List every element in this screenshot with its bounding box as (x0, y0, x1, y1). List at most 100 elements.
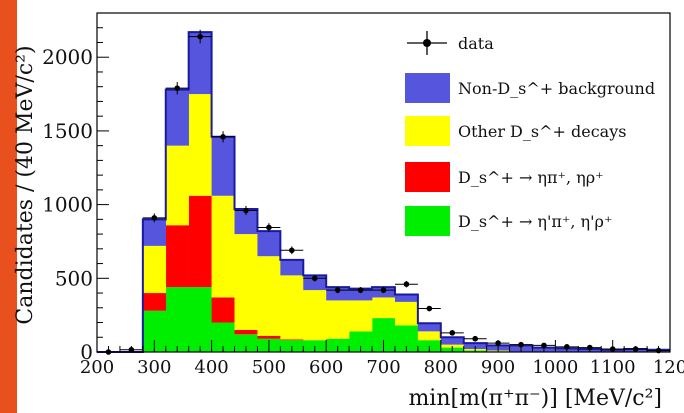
bar-series0-bin2 (142, 310, 167, 352)
data-point-marker (197, 33, 203, 40)
bar-series2-bin11 (349, 300, 373, 332)
legend-marker-point (423, 39, 431, 47)
bar-series3-bin15 (440, 337, 465, 345)
legend-label: data (458, 34, 494, 53)
bar-series0-bin6 (234, 334, 258, 352)
x-tick-label: 800 (424, 357, 458, 378)
bar-series3-bin2 (142, 219, 167, 246)
bar-series1-bin3 (165, 225, 189, 288)
bar-series3-bin9 (303, 275, 327, 291)
data-point-marker (403, 281, 410, 288)
bar-series1-bin8 (280, 339, 304, 341)
data-point-2 (142, 213, 166, 223)
x-tick-label: 200 (80, 357, 114, 378)
bar-series2-bin13 (394, 301, 419, 326)
bar-series0-bin5 (211, 322, 235, 352)
y-tick-label: 500 (55, 266, 93, 290)
bar-series1-bin7 (257, 335, 281, 339)
bar-series2-bin8 (280, 275, 304, 340)
legend-entry-0: data (407, 31, 494, 55)
data-point-marker (426, 305, 433, 312)
bar-series1-bin6 (234, 329, 258, 335)
legend-swatch (405, 206, 450, 236)
legend-label: D_s^+ → η'π⁺, η'ρ⁺ (458, 212, 612, 231)
bar-series3-bin5 (211, 136, 235, 196)
data-point-marker (289, 247, 295, 254)
data-point-8 (280, 246, 304, 255)
bar-series3-bin6 (234, 209, 258, 235)
bar-series3-bin13 (394, 294, 419, 302)
data-point-marker (243, 207, 249, 214)
bar-series2-bin4 (188, 94, 212, 196)
y-axis-label: Candidates / (40 MeV/c²) (13, 45, 38, 324)
legend-label: D_s^+ → ηπ⁺, ηρ⁺ (458, 168, 604, 187)
data-point-4 (188, 29, 212, 44)
legend-entry-3: D_s^+ → ηπ⁺, ηρ⁺ (405, 162, 604, 192)
data-point-14 (417, 305, 441, 312)
bar-series3-bin14 (417, 323, 442, 332)
bar-series0-bin12 (372, 318, 396, 352)
legend-label: Other D_s^+ decays (458, 122, 626, 141)
bar-series2-bin5 (211, 195, 235, 298)
data-point-marker (174, 85, 181, 91)
y-tick-label: 0 (80, 340, 93, 364)
legend-swatch (405, 116, 450, 146)
data-point-marker (266, 224, 272, 231)
stacked-histogram (142, 32, 671, 352)
x-tick-label: 400 (194, 357, 228, 378)
bar-series3-bin8 (280, 259, 304, 276)
data-point-marker (220, 134, 226, 140)
bar-series1-bin2 (142, 293, 167, 311)
data-point-6 (234, 205, 258, 216)
x-axis-label: min[m(π⁺π⁻)] [MeV/c²] (408, 386, 662, 411)
data-point-marker (380, 287, 387, 293)
bar-series2-bin2 (142, 245, 167, 294)
y-tick-label: 1500 (42, 119, 93, 143)
data-point-9 (303, 275, 327, 282)
bar-series0-bin4 (188, 287, 212, 352)
legend-entry-1: Non-D_s^+ background (405, 73, 655, 103)
legend-entry-4: D_s^+ → η'π⁺, η'ρ⁺ (405, 206, 612, 236)
data-point-11 (349, 287, 373, 294)
bar-series3-bin3 (165, 89, 189, 146)
data-point-5 (211, 131, 235, 143)
data-point-marker (541, 342, 547, 349)
bar-series3-bin11 (349, 288, 373, 301)
bar-series1-bin4 (188, 195, 212, 288)
bar-series0-bin11 (349, 331, 373, 352)
x-tick-label: 900 (481, 357, 515, 378)
data-point-16 (463, 335, 487, 342)
data-point-marker (518, 341, 524, 348)
data-point-marker (472, 335, 478, 342)
y-tick-label: 2000 (42, 45, 93, 69)
x-tick-label: 500 (252, 357, 286, 378)
x-tick-label: 120 (653, 357, 684, 378)
bar-series2-bin12 (372, 297, 396, 319)
x-tick-label: 600 (309, 357, 343, 378)
legend-swatch (405, 162, 450, 192)
bar-series2-bin7 (257, 256, 281, 336)
data-point-3 (165, 81, 189, 95)
data-point-13 (394, 281, 418, 288)
bar-series2-bin14 (417, 331, 442, 341)
bar-series0-bin13 (394, 325, 419, 352)
bar-series1-bin5 (211, 297, 235, 323)
bar-series2-bin3 (165, 145, 189, 226)
data-point-marker (357, 287, 364, 293)
data-point-19 (532, 342, 556, 349)
legend-swatch (405, 73, 450, 103)
bar-series3-bin7 (257, 231, 281, 257)
legend: data Non-D_s^+ background Other D_s^+ deca… (405, 31, 655, 236)
data-point-12 (372, 287, 395, 294)
data-points (97, 29, 670, 355)
data-point-marker (334, 287, 341, 293)
x-tick-label: 1100 (590, 357, 636, 378)
x-tick-label: 1000 (532, 357, 578, 378)
data-point-10 (326, 287, 350, 294)
data-point-marker (311, 275, 318, 282)
y-tick-label: 1000 (42, 193, 93, 217)
bar-series3-bin4 (188, 32, 212, 95)
x-tick-label: 700 (366, 357, 400, 378)
data-point-marker (151, 215, 158, 221)
